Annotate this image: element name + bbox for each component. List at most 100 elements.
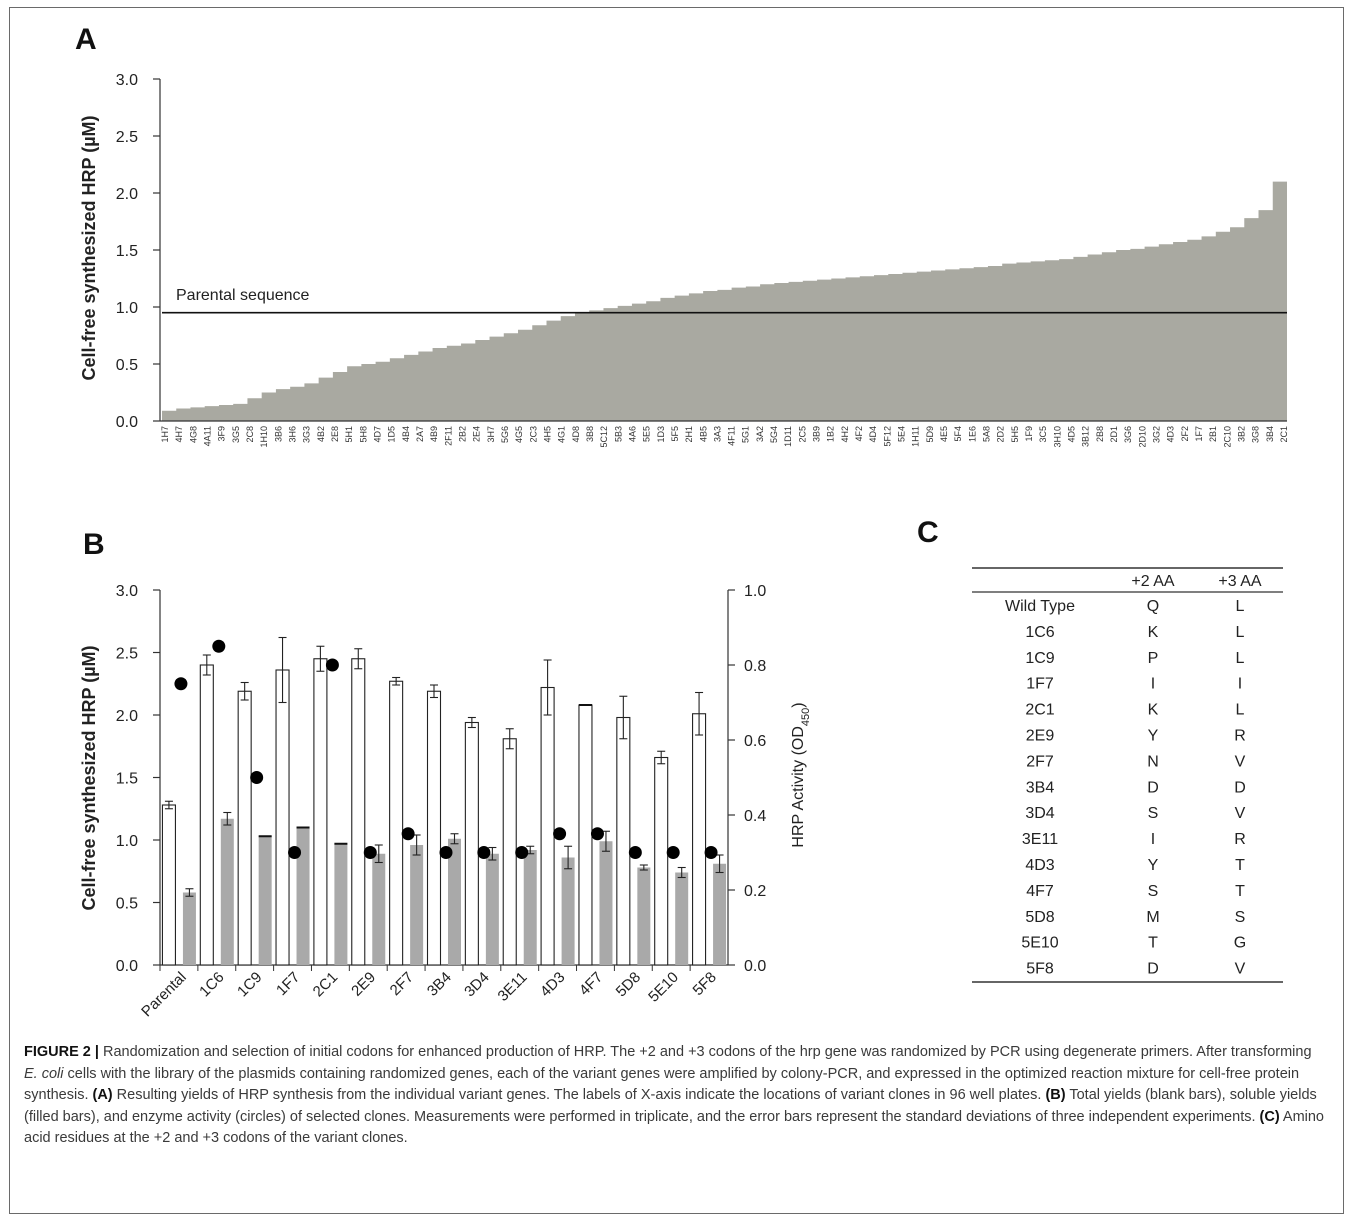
total-yield-bar — [237, 690, 252, 966]
amino-acid-cell: Y — [1148, 728, 1159, 745]
activity-point — [439, 846, 453, 859]
amino-acid-cell: V — [1235, 961, 1246, 978]
amino-acid-cell: L — [1236, 650, 1245, 667]
clone-name-cell: 5E10 — [1021, 935, 1058, 952]
right-tick-label: 0.0 — [744, 958, 766, 975]
total-yield-bar — [464, 721, 479, 966]
panel-a-letter: A — [75, 23, 97, 56]
x-tick-label: 2E4 — [472, 426, 482, 442]
x-tick-label: 3G6 — [1123, 426, 1133, 443]
x-tick-label: 2A7 — [415, 426, 425, 442]
category-label: 1C6 — [196, 969, 227, 1000]
x-tick-label: 4H5 — [542, 426, 552, 443]
clone-name-cell: 1C6 — [1025, 624, 1054, 641]
x-tick-label: 1E6 — [967, 426, 977, 442]
total-yield-bar — [578, 704, 593, 966]
x-tick-label: 1H10 — [259, 426, 269, 448]
left-tick-label: 2.5 — [116, 646, 138, 663]
y-tick-label: 0.5 — [116, 357, 138, 374]
clone-name-cell: 4D3 — [1025, 857, 1054, 874]
x-tick-label: 1D3 — [656, 426, 666, 443]
panel-a-yield-area — [162, 126, 1287, 421]
category-label: 5D8 — [613, 969, 644, 1000]
clone-name-cell: 1F7 — [1026, 676, 1054, 693]
x-tick-label: 5H1 — [344, 426, 354, 443]
left-tick-label: 0.0 — [116, 958, 138, 975]
category-label: 2E9 — [348, 969, 379, 1000]
x-tick-label: 3G3 — [302, 426, 312, 443]
x-tick-label: 5G4 — [769, 426, 779, 443]
x-tick-label: 4D8 — [571, 426, 581, 443]
category-label: 2C1 — [310, 969, 341, 1000]
x-tick-label: 4G8 — [188, 426, 198, 443]
category-label: 4D3 — [537, 969, 568, 1000]
activity-point — [212, 639, 226, 653]
x-tick-label: 5D9 — [925, 426, 935, 443]
clone-name-cell: 2C1 — [1025, 702, 1054, 719]
figure-caption: FIGURE 2 | Randomization and selection o… — [24, 1044, 1325, 1146]
activity-point — [590, 827, 604, 841]
total-yield-bar — [502, 738, 517, 966]
amino-acid-cell: L — [1236, 624, 1245, 641]
amino-acid-cell: S — [1235, 909, 1246, 926]
x-tick-label: 3A2 — [755, 426, 765, 442]
activity-point — [363, 846, 377, 859]
clone-name-cell: 5F8 — [1026, 961, 1054, 978]
amino-acid-cell: I — [1238, 676, 1242, 693]
category-label: 2F7 — [387, 969, 417, 999]
x-tick-label: 5A8 — [982, 426, 992, 442]
y-tick-label: 2.5 — [116, 129, 138, 146]
amino-acid-cell: D — [1147, 961, 1159, 978]
x-tick-label: 5B3 — [613, 426, 623, 442]
x-tick-label: 3B6 — [273, 426, 283, 442]
activity-point — [401, 827, 415, 841]
caption-organism: E. coli — [24, 1065, 64, 1082]
x-tick-label: 3B4 — [1265, 426, 1275, 442]
soluble-yield-bar — [675, 872, 689, 965]
category-label: 3D4 — [461, 969, 492, 1000]
x-tick-label: 2F2 — [1180, 426, 1190, 442]
panel-b-x-ticks: Parental 1C6 1C9 1F7 2C1 2E9 2F7 3B4 3D4 3E11 4D3 4… — [138, 965, 720, 1020]
x-tick-label: 5F4 — [953, 426, 963, 442]
x-tick-label: 4G1 — [557, 426, 567, 443]
soluble-yield-bar — [220, 818, 234, 965]
x-tick-label: 4A11 — [202, 426, 212, 446]
category-label: 5E10 — [645, 969, 682, 1006]
total-yield-bar — [199, 664, 214, 966]
x-tick-label: 4D3 — [1166, 426, 1176, 443]
panel-b-left-axis-title: Cell-free synthesized HRP (µM) — [79, 645, 99, 910]
x-tick-label: 1F9 — [1024, 426, 1034, 442]
x-tick-label: 2D10 — [1137, 426, 1147, 448]
amino-acid-cell: V — [1235, 805, 1246, 822]
y-tick-label: 0.0 — [116, 414, 138, 431]
right-tick-label: 1.0 — [744, 583, 766, 600]
right-tick-label: 0.2 — [744, 883, 766, 900]
soluble-yield-bar — [296, 827, 310, 965]
x-tick-label: 3G5 — [231, 426, 241, 443]
left-tick-label: 0.5 — [116, 896, 138, 913]
x-tick-label: 2F11 — [443, 426, 453, 446]
left-tick-label: 2.0 — [116, 708, 138, 725]
activity-point — [250, 771, 264, 784]
amino-acid-cell: D — [1234, 779, 1246, 796]
soluble-yield-bar — [334, 843, 348, 965]
soluble-yield-bar — [485, 853, 499, 965]
total-yield-bar — [540, 686, 555, 966]
x-tick-label: 2D1 — [1109, 426, 1119, 443]
x-tick-label: 3C5 — [1038, 426, 1048, 443]
y-tick-label: 1.0 — [116, 300, 138, 317]
x-tick-label: 2B2 — [457, 426, 467, 442]
soluble-yield-bar — [599, 841, 613, 965]
amino-acid-cell: S — [1148, 883, 1159, 900]
x-tick-label: 3B8 — [585, 426, 595, 442]
amino-acid-cell: I — [1151, 676, 1155, 693]
amino-acid-cell: R — [1234, 728, 1246, 745]
activity-point — [666, 846, 680, 859]
x-tick-label: 5G1 — [741, 426, 751, 443]
panel-b-activity-points — [174, 639, 718, 859]
panel-a-y-ticks: 0.0 0.5 1.0 1.5 2.0 2.5 3.0 — [116, 72, 138, 431]
x-tick-label: 5E5 — [642, 426, 652, 442]
amino-acid-cell: V — [1235, 753, 1246, 770]
x-tick-label: 4F11 — [727, 426, 737, 446]
total-yield-bar — [426, 690, 442, 966]
